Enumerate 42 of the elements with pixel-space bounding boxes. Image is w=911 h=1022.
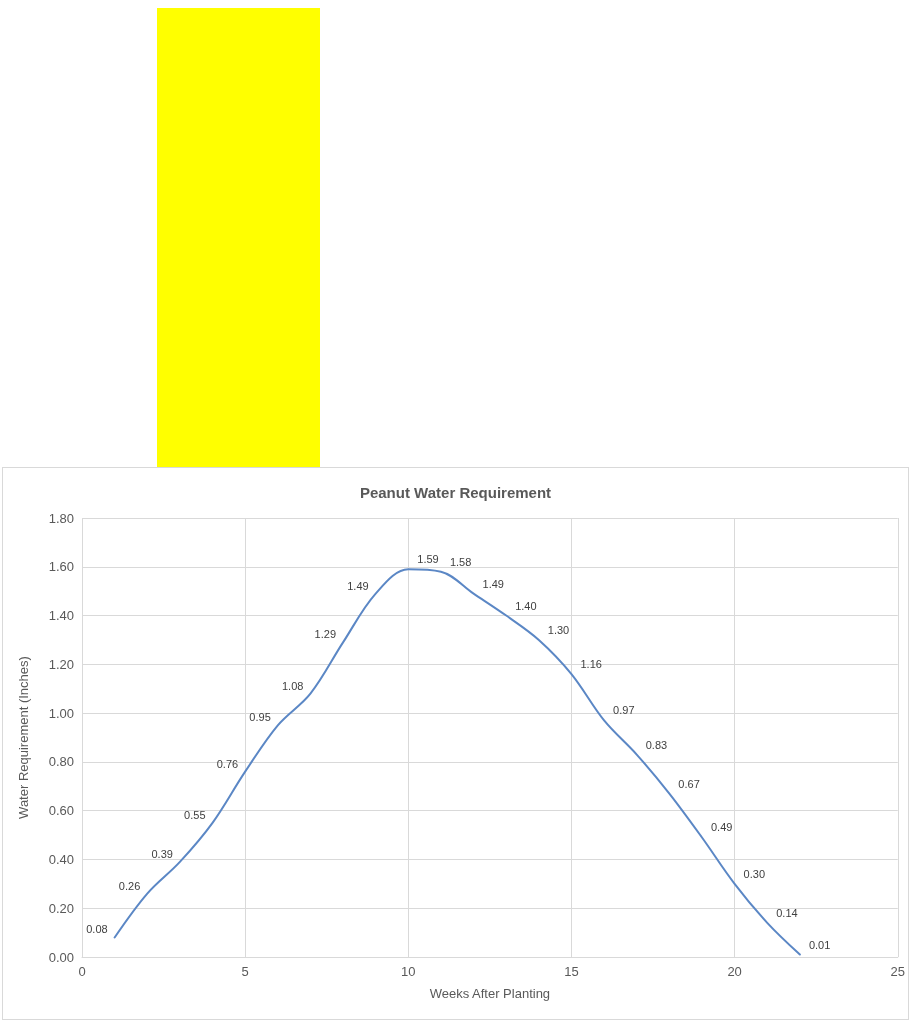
data-label: 1.40 xyxy=(515,599,537,612)
x-tick-label: 10 xyxy=(401,964,416,979)
y-tick-label: 1.40 xyxy=(48,608,74,624)
data-label: 0.14 xyxy=(776,906,798,919)
x-tick-label: 20 xyxy=(727,964,742,979)
y-tick-label: 1.00 xyxy=(48,705,74,721)
x-tick-label: 0 xyxy=(78,964,86,979)
data-label: 0.83 xyxy=(645,738,668,751)
line-series xyxy=(113,568,801,956)
data-label: 0.49 xyxy=(710,821,733,834)
data-label: 0.55 xyxy=(184,808,206,821)
y-tick-label: 0.80 xyxy=(48,754,74,770)
data-label: 1.49 xyxy=(482,577,504,590)
y-axis-title: Water Requirement (Inches) xyxy=(16,656,31,819)
data-label: 1.59 xyxy=(417,553,439,566)
x-axis-title: Weeks After Planting xyxy=(429,986,551,1001)
data-label: 1.29 xyxy=(314,628,337,641)
data-label: 0.26 xyxy=(118,879,141,892)
data-label: 0.67 xyxy=(678,777,700,790)
data-label: 0.39 xyxy=(151,847,173,860)
y-tick-label: 0.60 xyxy=(48,803,74,819)
data-label: 1.16 xyxy=(580,658,602,671)
y-tick-label: 1.60 xyxy=(48,559,74,575)
y-tick-label: 0.40 xyxy=(48,851,74,867)
y-tick-label: 0.20 xyxy=(48,900,74,916)
chart-title: Peanut Water Requirement xyxy=(359,484,552,501)
data-label: 1.08 xyxy=(281,679,304,692)
y-tick-label: 1.20 xyxy=(48,656,74,672)
data-label: 0.30 xyxy=(743,867,766,880)
data-label: 0.01 xyxy=(808,938,831,951)
x-tick-label: 25 xyxy=(890,964,905,979)
data-label: 0.97 xyxy=(613,704,635,717)
data-label: 0.76 xyxy=(216,757,239,770)
data-label: 0.08 xyxy=(86,923,108,936)
data-label: 0.95 xyxy=(249,711,271,724)
data-label: 1.30 xyxy=(547,623,570,636)
x-tick-label: 5 xyxy=(241,964,249,979)
y-tick-label: 1.80 xyxy=(48,510,74,526)
y-tick-label: 0.00 xyxy=(48,949,74,965)
data-label: 1.58 xyxy=(449,555,472,568)
data-label: 1.49 xyxy=(347,579,369,592)
x-tick-label: 15 xyxy=(564,964,579,979)
